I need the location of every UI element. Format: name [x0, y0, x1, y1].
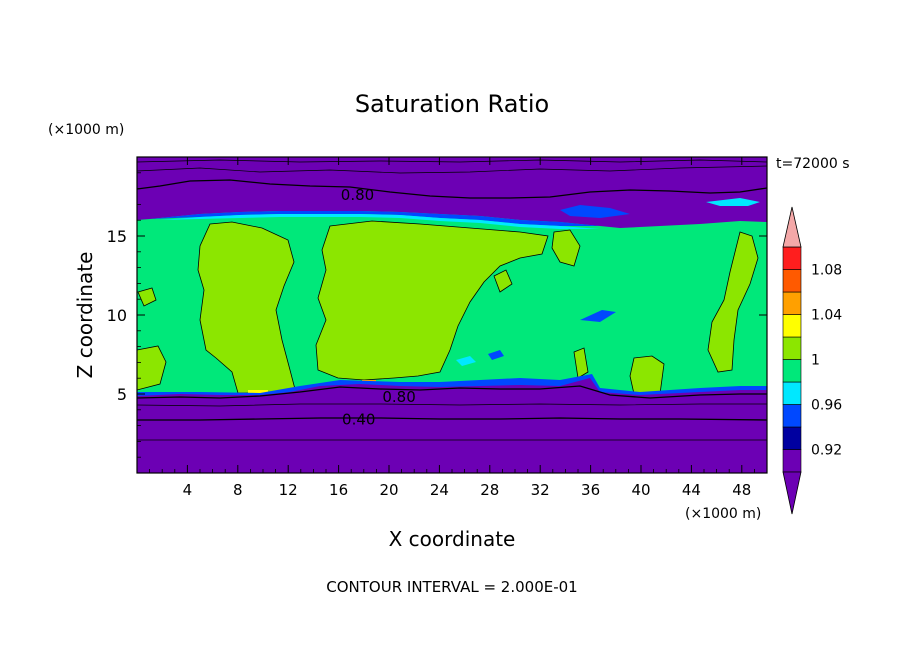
- region-small-5: [493, 269, 513, 293]
- x-tick-label: 40: [631, 481, 650, 499]
- x-axis: 4 8 12 16 20 24 28 32 36 40 44 48: [149, 157, 755, 499]
- x-tick-label: 28: [480, 481, 499, 499]
- colorbar-segment: [782, 449, 802, 473]
- y-tick-label: 5: [117, 385, 127, 404]
- region-small-4: [137, 287, 157, 307]
- contour-label: 0.80: [341, 186, 374, 204]
- colorbar-over-arrow: [782, 206, 802, 248]
- colorbar-segment: [782, 359, 802, 383]
- contour-line-lower-thin: [137, 403, 767, 407]
- colorbar-under-arrow: [782, 471, 802, 515]
- colorbar-tick-label: 0.96: [811, 398, 842, 414]
- upper-blue-edge: [150, 211, 600, 226]
- contour-label: 0.40: [342, 410, 375, 428]
- colorbar-segment: [782, 269, 802, 293]
- lower-dry-layer: [137, 378, 767, 473]
- x-tick-label: 24: [430, 481, 449, 499]
- x-tick-label: 12: [279, 481, 298, 499]
- y-axis: 5 10 15: [107, 172, 767, 458]
- contour-line-040: [137, 417, 767, 421]
- x-tick-label: 48: [732, 481, 751, 499]
- colorbar-segment: [782, 381, 802, 405]
- colorbar-segment: [782, 246, 802, 270]
- y-unit-label: (×1000 m): [48, 122, 124, 138]
- x-tick-label: 16: [329, 481, 348, 499]
- colorbar-segment: [782, 291, 802, 315]
- colorbar-segment: [782, 404, 802, 428]
- region-right: [707, 231, 759, 373]
- region-small-1: [629, 355, 665, 395]
- upper-cyan-edge: [160, 214, 600, 229]
- colorbar-tick-label: 1.04: [811, 308, 842, 324]
- colorbar-segment: [782, 336, 802, 360]
- yellow-patch-1: [248, 390, 268, 394]
- colorbar-segment: [782, 426, 802, 450]
- lower-blue-edge: [137, 374, 767, 396]
- blue-streak-2: [488, 350, 504, 360]
- region-small-6: [573, 347, 589, 379]
- x-tick-label: 8: [233, 481, 243, 499]
- y-tick-label: 15: [107, 227, 127, 246]
- x-axis-label: X coordinate: [389, 527, 516, 551]
- x-tick-label: 32: [531, 481, 550, 499]
- x-unit-label: (×1000 m): [685, 506, 761, 522]
- chart-title: Saturation Ratio: [355, 90, 549, 118]
- region-small-3: [551, 229, 581, 267]
- x-tick-label: 36: [581, 481, 600, 499]
- colorbar: 0.92 0.96 1 1.04 1.08: [782, 206, 842, 515]
- contour-label: 0.80: [382, 388, 415, 406]
- contour-interval-label: CONTOUR INTERVAL = 2.000E-01: [326, 578, 577, 596]
- contour-line-upper-thin-1: [137, 165, 767, 174]
- region-small-2: [137, 345, 167, 391]
- x-tick-label: 20: [379, 481, 398, 499]
- region-center: [315, 220, 549, 381]
- x-tick-label: 4: [183, 481, 193, 499]
- blue-streak-1: [580, 310, 616, 322]
- contour-line-upper-thin-2: [137, 159, 767, 163]
- upper-right-patch-blue: [560, 205, 630, 218]
- contour-line-upper-080: [137, 179, 767, 199]
- colorbar-tick-label: 0.92: [811, 443, 842, 459]
- blue-streak-3: [456, 356, 476, 366]
- colorbar-tick-label: 1.08: [811, 263, 842, 279]
- x-tick-label: 44: [682, 481, 701, 499]
- contour-line-lower-080: [137, 385, 767, 399]
- y-axis-label: Z coordinate: [73, 252, 97, 379]
- y-tick-label: 10: [107, 306, 127, 325]
- contour-field: [137, 157, 767, 473]
- upper-right-patch: [706, 198, 760, 206]
- colorbar-segment: [782, 314, 802, 338]
- colorbar-tick-label: 1: [811, 353, 820, 369]
- contour-labels: 0.80 0.80 0.40: [341, 186, 416, 428]
- time-label: t=72000 s: [776, 156, 850, 172]
